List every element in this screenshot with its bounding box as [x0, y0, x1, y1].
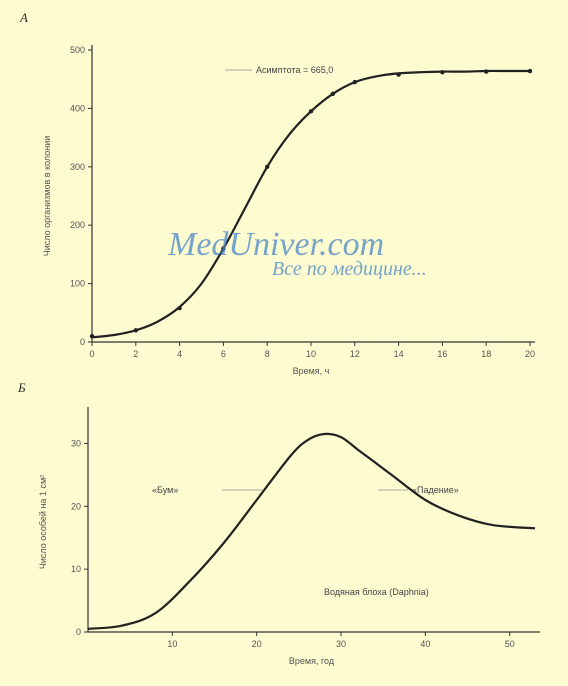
x-tick-label: 10 — [167, 639, 177, 649]
x-tick-label: 16 — [437, 349, 447, 359]
y-tick-label: 100 — [70, 279, 85, 289]
x-tick-label: 12 — [350, 349, 360, 359]
data-point — [440, 69, 445, 75]
data-point — [330, 91, 336, 97]
data-point — [177, 305, 182, 311]
data-point — [133, 328, 138, 333]
panel-b-boom-label: «Бум» — [152, 485, 178, 495]
x-tick-label: 0 — [89, 349, 94, 359]
x-tick-label: 20 — [525, 349, 535, 359]
watermark: MedUniver.com Все по медицине... — [167, 226, 427, 280]
x-tick-label: 6 — [221, 349, 226, 359]
x-tick-label: 2 — [133, 349, 138, 359]
panel-a-x-axis-title: Время, ч — [293, 366, 330, 376]
x-tick-label: 18 — [481, 349, 491, 359]
panel-b-x-axis-title: Время, год — [289, 656, 335, 666]
data-point — [89, 333, 95, 339]
y-tick-label: 20 — [71, 501, 81, 511]
panel-a-y-axis-title: Число организмов в колонии — [42, 136, 52, 257]
watermark-line-2: Все по медицине... — [272, 258, 427, 280]
panel-b-species-label: Водяная блоха (Daphnia) — [324, 587, 429, 597]
x-tick-label: 40 — [420, 639, 430, 649]
panel-b-letter: Б — [17, 380, 26, 395]
y-tick-label: 300 — [70, 162, 85, 172]
y-tick-label: 500 — [70, 45, 85, 55]
y-tick-label: 0 — [76, 627, 81, 637]
y-tick-label: 10 — [71, 564, 81, 574]
data-point — [221, 246, 226, 251]
data-point — [396, 72, 401, 77]
panel-b-y-axis-title: Число особей на 1 см² — [38, 475, 48, 569]
y-tick-label: 400 — [70, 103, 85, 113]
x-tick-label: 30 — [336, 639, 346, 649]
x-tick-label: 20 — [252, 639, 262, 649]
panel-b: Б 10 20 30 40 50 0 10 20 30 Число особей на 1 см… — [17, 380, 540, 666]
y-tick-label: 30 — [71, 438, 81, 448]
y-tick-label: 200 — [70, 220, 85, 230]
panel-b-ticks: 10 20 30 40 50 0 10 20 30 — [71, 438, 515, 649]
data-point — [308, 109, 314, 114]
x-tick-label: 8 — [265, 349, 270, 359]
data-point — [484, 69, 489, 74]
y-tick-label: 0 — [80, 337, 85, 347]
panel-a-letter: A — [19, 10, 28, 25]
panel-b-population-curve — [87, 432, 536, 630]
x-tick-label: 14 — [394, 349, 404, 359]
x-tick-label: 50 — [505, 639, 515, 649]
panel-b-fall-label: «Падение» — [412, 485, 459, 495]
panel-a-data-points — [89, 68, 533, 339]
watermark-line-1: MedUniver.com — [167, 226, 384, 263]
x-tick-label: 4 — [177, 349, 182, 359]
data-point — [527, 68, 533, 74]
data-point — [352, 79, 357, 85]
x-tick-label: 10 — [306, 349, 316, 359]
panel-a-asymptote-label: Асимптота = 665,0 — [256, 65, 333, 75]
data-point — [265, 164, 270, 169]
